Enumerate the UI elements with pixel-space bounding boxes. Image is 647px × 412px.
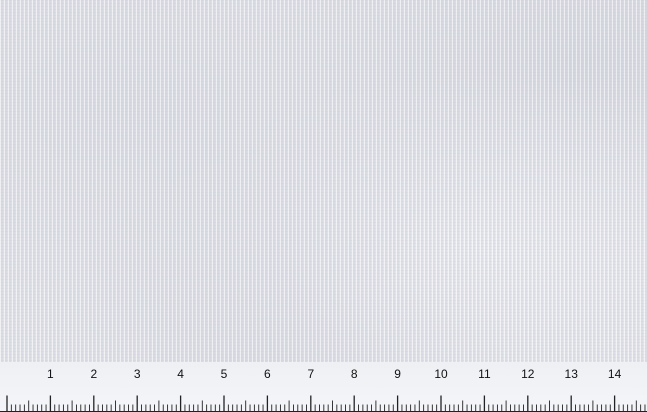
ruler-tick-label: 8 xyxy=(351,367,358,381)
ruler-tick-label: 10 xyxy=(434,367,448,381)
ruler-tick-label: 6 xyxy=(264,367,271,381)
ruler-tick-label: 2 xyxy=(90,367,97,381)
ruler-tick-label: 4 xyxy=(177,367,184,381)
ruler-tick-label: 7 xyxy=(307,367,314,381)
ruler-scale: 1 2 3 4 5 6 7 8 9 10 11 12 13 14 xyxy=(0,367,647,412)
ruler: 1 2 3 4 5 6 7 8 9 10 11 12 13 14 xyxy=(0,362,647,412)
ruler-tick-label: 14 xyxy=(608,367,622,381)
ruler-tick-label: 9 xyxy=(394,367,401,381)
ruler-tick-label: 5 xyxy=(221,367,228,381)
ruler-tick-label: 11 xyxy=(478,367,491,381)
ruler-tick-label: 3 xyxy=(134,367,141,381)
ruler-tick-label: 13 xyxy=(565,367,579,381)
ruler-tick-label: 1 xyxy=(47,367,54,381)
ruler-tick-label: 12 xyxy=(521,367,535,381)
